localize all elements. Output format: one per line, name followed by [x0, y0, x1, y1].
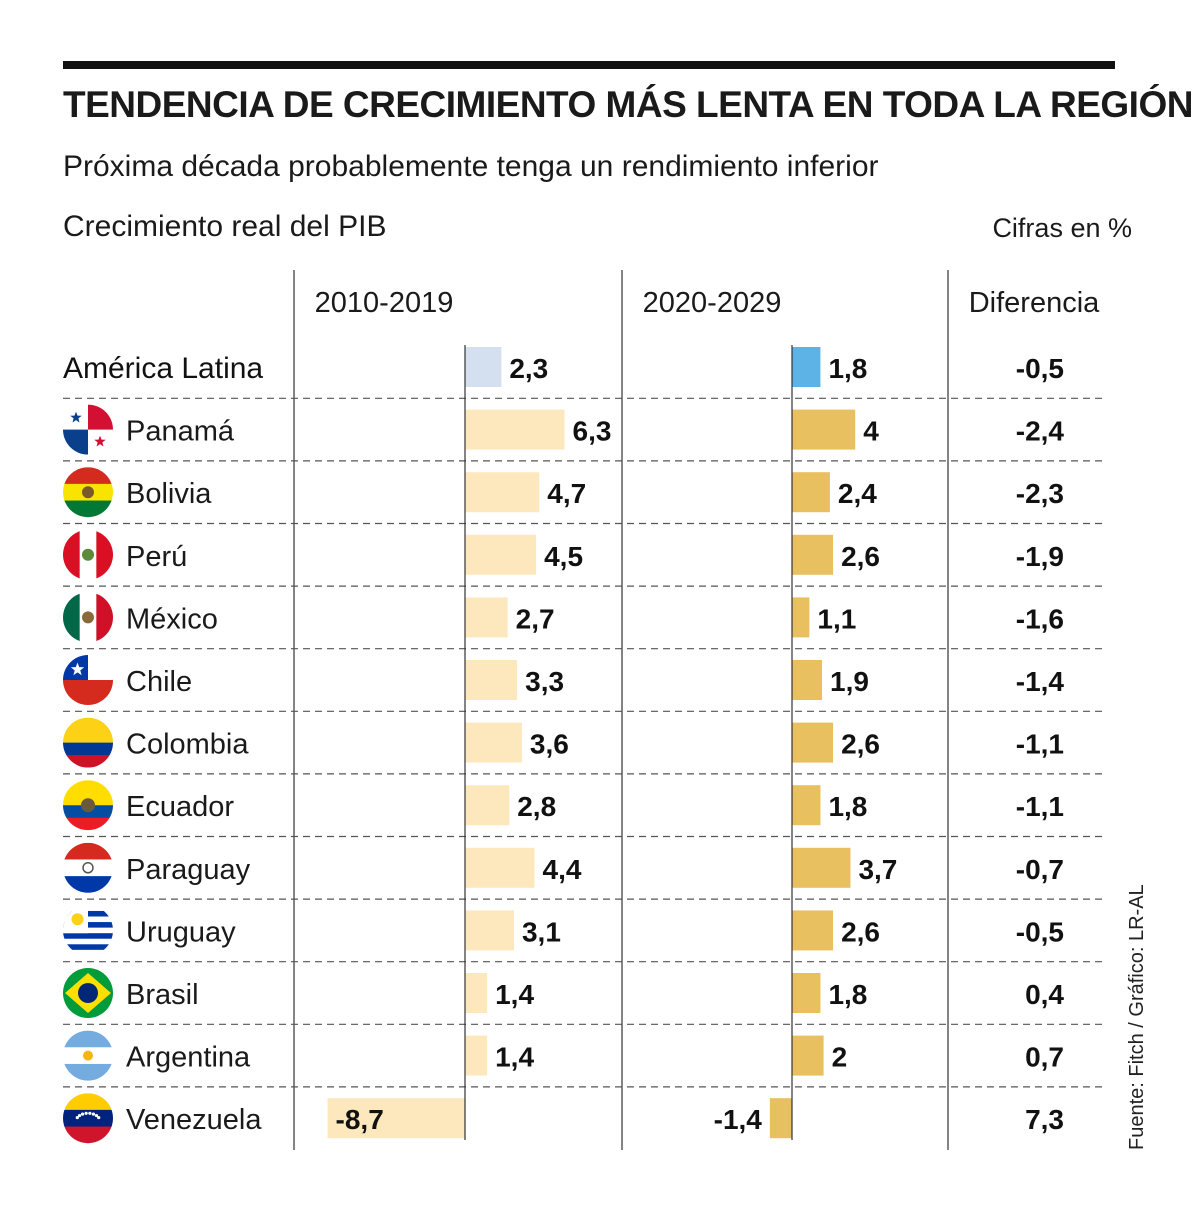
argentina-flag-icon [63, 1030, 113, 1081]
paraguay-flag-icon [63, 842, 113, 893]
row-label: Ecuador [126, 791, 234, 823]
value-label-2010-2019: 3,1 [522, 916, 561, 947]
chart-subtitle: Próxima década probablemente tenga un re… [63, 150, 879, 183]
bar-2010-2019 [465, 785, 510, 826]
bar-2020-2029 [792, 597, 810, 638]
bar-2020-2029 [792, 534, 834, 575]
bar-2010-2019 [465, 347, 502, 387]
peru-flag-icon [63, 529, 113, 580]
value-label-2020-2029: -1,4 [714, 1104, 763, 1135]
bar-2010-2019 [327, 1098, 465, 1139]
value-label-diferencia: -1,1 [1016, 729, 1064, 760]
bar-2010-2019 [465, 722, 522, 763]
bar-2010-2019 [465, 910, 514, 951]
bar-2020-2029 [792, 472, 830, 513]
value-label-2020-2029: 1,1 [817, 603, 856, 634]
value-label-diferencia: -1,6 [1016, 603, 1064, 634]
value-label-2020-2029: 2,6 [841, 916, 880, 947]
chart-title: TENDENCIA DE CRECIMIENTO MÁS LENTA EN TO… [63, 84, 1193, 125]
value-label-2010-2019: 2,8 [517, 791, 556, 822]
top-rule [63, 61, 1115, 69]
value-label-diferencia: -1,1 [1016, 791, 1064, 822]
row-label: Perú [126, 541, 187, 573]
value-label-diferencia: 0,4 [1025, 979, 1064, 1010]
row-label: Chile [126, 666, 192, 698]
metric-label: Crecimiento real del PIB [63, 210, 387, 243]
bar-2020-2029 [792, 785, 821, 826]
row-label: Colombia [126, 729, 249, 761]
value-label-2010-2019: 6,3 [573, 416, 612, 447]
value-label-2020-2029: 2 [832, 1042, 848, 1073]
bar-2020-2029 [792, 973, 821, 1013]
row-label: Brasil [126, 979, 199, 1011]
value-label-2010-2019: -8,7 [336, 1104, 384, 1135]
panama-flag-icon [63, 404, 113, 455]
bar-2010-2019 [465, 660, 518, 700]
value-label-2020-2029: 3,7 [858, 854, 897, 885]
row-label: Bolivia [126, 478, 212, 510]
bar-2010-2019 [465, 847, 535, 888]
bar-2020-2029 [792, 409, 856, 450]
value-label-2020-2029: 2,6 [841, 729, 880, 760]
bar-2010-2019 [465, 472, 540, 513]
venezuela-flag-icon [63, 1093, 113, 1144]
value-label-diferencia: -2,4 [1016, 416, 1065, 447]
column-header: 2020-2029 [643, 287, 782, 319]
value-label-diferencia: 7,3 [1025, 1104, 1064, 1135]
bar-2010-2019 [465, 534, 537, 575]
bar-2010-2019 [465, 1035, 488, 1076]
value-label-diferencia: -2,3 [1016, 478, 1064, 509]
value-label-2010-2019: 1,4 [495, 979, 534, 1010]
value-label-diferencia: -1,9 [1016, 541, 1064, 572]
column-header: Diferencia [969, 287, 1100, 319]
row-label: México [126, 603, 218, 635]
value-label-diferencia: 0,7 [1025, 1042, 1064, 1073]
value-label-diferencia: -0,5 [1016, 916, 1064, 947]
value-label-2020-2029: 1,8 [828, 353, 867, 384]
value-label-2010-2019: 4,4 [543, 854, 582, 885]
value-label-2010-2019: 1,4 [495, 1042, 534, 1073]
row-label: Panamá [126, 416, 235, 448]
brazil-flag-icon [63, 968, 113, 1018]
row-label: Venezuela [126, 1104, 262, 1136]
bar-2010-2019 [465, 409, 565, 450]
units-note: Cifras en % [992, 213, 1132, 243]
value-label-2010-2019: 4,7 [547, 478, 586, 509]
bar-2010-2019 [465, 597, 508, 638]
value-label-2020-2029: 1,8 [828, 979, 867, 1010]
value-label-2020-2029: 1,8 [828, 791, 867, 822]
value-label-2010-2019: 4,5 [544, 541, 583, 572]
chile-flag-icon [63, 655, 113, 705]
row-label: Argentina [126, 1042, 251, 1074]
value-label-2020-2029: 4 [863, 416, 879, 447]
colombia-flag-icon [63, 717, 113, 768]
value-label-2020-2029: 2,6 [841, 541, 880, 572]
bar-2020-2029 [792, 910, 834, 951]
value-label-2010-2019: 3,6 [530, 729, 569, 760]
value-label-2020-2029: 2,4 [838, 478, 877, 509]
bar-2020-2029 [792, 1035, 824, 1076]
value-label-2020-2029: 1,9 [830, 666, 869, 697]
value-label-diferencia: -0,7 [1016, 854, 1064, 885]
value-label-diferencia: -0,5 [1016, 353, 1064, 384]
row-label: América Latina [63, 352, 263, 385]
column-header: 2010-2019 [315, 287, 454, 319]
value-label-diferencia: -1,4 [1016, 666, 1065, 697]
bar-2010-2019 [465, 973, 488, 1013]
mexico-flag-icon [63, 592, 113, 643]
bolivia-flag-icon [63, 467, 113, 518]
bar-2020-2029 [792, 347, 821, 387]
bar-2020-2029 [792, 722, 834, 763]
value-label-2010-2019: 2,7 [516, 603, 555, 634]
value-label-2010-2019: 2,3 [509, 353, 548, 384]
value-label-2010-2019: 3,3 [525, 666, 564, 697]
ecuador-flag-icon [63, 780, 113, 831]
row-label: Uruguay [126, 916, 236, 948]
bar-2020-2029 [792, 660, 823, 700]
bar-2020-2029 [792, 847, 851, 888]
row-label: Paraguay [126, 854, 251, 886]
uruguay-flag-icon [63, 905, 113, 956]
bar-2020-2029 [769, 1098, 792, 1139]
